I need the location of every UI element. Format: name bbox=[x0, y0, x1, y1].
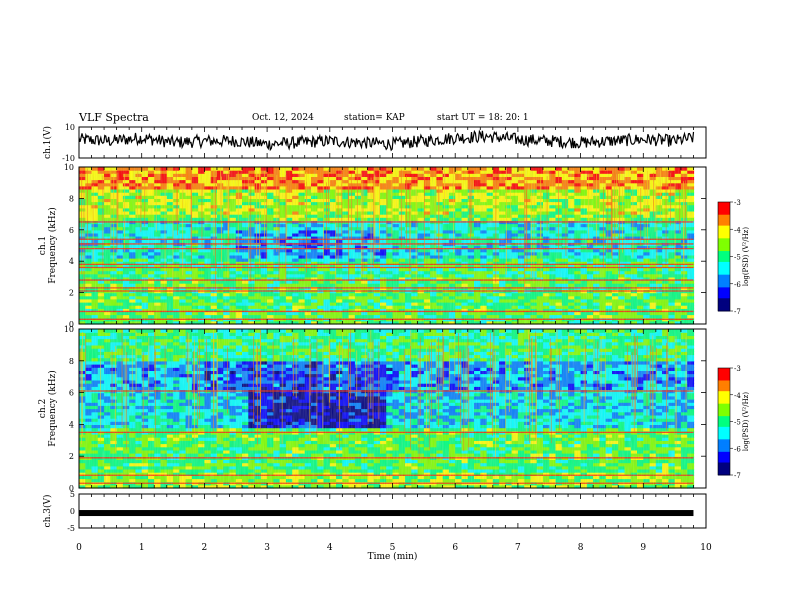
ch1-ytick-label: 10 bbox=[65, 123, 75, 132]
figure-title: VLF Spectra bbox=[79, 111, 149, 124]
station-label: station= KAP bbox=[344, 113, 405, 123]
ch1-waveform-panel: 10 -10 ch.1(V) bbox=[42, 123, 707, 163]
ch1-waveform-line bbox=[78, 129, 695, 152]
date-label: Oct. 12, 2024 bbox=[252, 113, 314, 123]
ylabel-line: ch.1(V) bbox=[42, 126, 53, 159]
ch1-ylabel: ch.1(V) bbox=[42, 126, 53, 159]
ch1-ytick-label: -10 bbox=[62, 154, 75, 163]
spectrogram-cells bbox=[79, 167, 695, 325]
start-ut-label: start UT = 18: 20: 1 bbox=[437, 113, 529, 123]
